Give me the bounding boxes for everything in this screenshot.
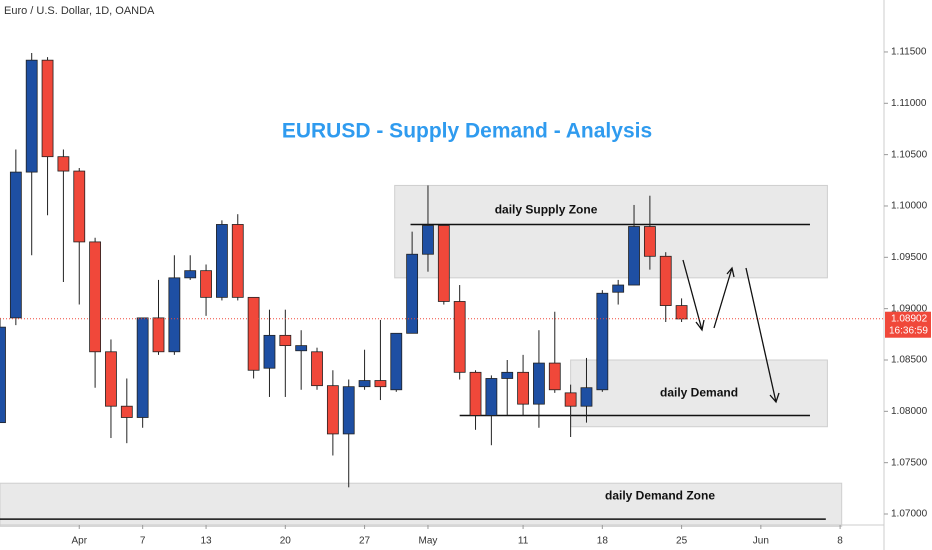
y-tick-label: 1.10500 [891, 149, 928, 160]
candle-body [564, 392, 577, 407]
candle-body [152, 317, 165, 353]
candle-body [120, 405, 133, 418]
candle-body [105, 351, 117, 407]
zone-label: daily Demand Zone [605, 488, 715, 502]
y-tick-label: 1.07500 [891, 457, 928, 468]
candle-body [469, 371, 482, 416]
x-tick-label: 7 [140, 536, 146, 547]
candle-body [422, 225, 434, 255]
candle-body [675, 305, 688, 320]
candle-body [548, 362, 561, 391]
candle-body [263, 334, 276, 369]
candle-body [200, 270, 212, 298]
candle-body [184, 270, 197, 279]
last-price-box [885, 311, 931, 338]
y-tick-label: 1.08500 [891, 355, 928, 366]
countdown-label: 16:36:59 [889, 325, 928, 336]
x-tick-label: May [419, 536, 438, 547]
chart-title: EURUSD - Supply Demand - Analysis [282, 120, 652, 143]
candle-body [406, 253, 419, 334]
y-tick-label: 1.11000 [891, 98, 927, 109]
candle-body [643, 226, 656, 257]
y-tick-label: 1.07000 [891, 509, 928, 520]
y-tick-label: 1.09500 [891, 252, 928, 263]
symbol-header: Euro / U.S. Dollar, 1D, OANDA [4, 5, 155, 17]
candle-body [168, 277, 181, 353]
candle-body [390, 332, 403, 391]
candle-body [533, 362, 545, 405]
arrows [682, 259, 780, 404]
candle-body [437, 225, 450, 302]
candle-body [342, 386, 355, 435]
candle-body [374, 380, 387, 388]
candle-body [247, 296, 260, 371]
candle-body [295, 345, 308, 352]
candle-body [580, 387, 593, 407]
candle-body [0, 326, 6, 424]
x-tick-label: 20 [280, 536, 292, 547]
last-price-label: 1.08902 [891, 313, 928, 324]
y-tick-label: 1.10000 [891, 201, 928, 212]
candle-body [311, 351, 323, 387]
zone-label: daily Demand [660, 386, 738, 400]
candle-body [485, 378, 498, 416]
x-tick-label: 25 [676, 536, 688, 547]
candle-body [89, 241, 102, 353]
x-tick-label: 27 [359, 536, 371, 547]
zone-label: daily Supply Zone [495, 203, 598, 217]
candle-body [216, 224, 228, 298]
x-tick-label: Apr [71, 536, 87, 547]
candle-body [612, 284, 625, 293]
candle-body [453, 301, 466, 373]
candle-body [73, 170, 86, 243]
arrow [713, 266, 735, 329]
x-tick-label: 13 [200, 536, 212, 547]
candle-body [231, 224, 244, 298]
candle-body [628, 226, 640, 286]
x-tick-label: 8 [837, 536, 843, 547]
x-tick-label: 18 [597, 536, 609, 547]
candle-body [501, 371, 514, 379]
y-tick-label: 1.11500 [891, 47, 927, 58]
candle-body [57, 156, 70, 172]
candle-body [358, 380, 371, 388]
candle-body [659, 255, 672, 306]
candles [0, 52, 688, 488]
arrow [682, 259, 705, 332]
x-tick-label: 11 [518, 536, 529, 547]
candle-body [517, 371, 529, 405]
zone [394, 184, 828, 279]
y-tick-label: 1.09000 [891, 303, 928, 314]
candle-body [9, 171, 22, 319]
zones: daily Supply Zone daily Demand daily Deman… [0, 184, 843, 527]
candle-body [25, 59, 38, 173]
candle-body [326, 385, 339, 435]
arrow [745, 267, 780, 404]
y-tick-label: 1.08000 [891, 406, 928, 417]
candle-body [279, 334, 292, 347]
candle-body [596, 292, 609, 391]
candle-body [136, 317, 149, 418]
candle-body [41, 59, 54, 158]
x-tick-label: Jun [753, 536, 769, 547]
